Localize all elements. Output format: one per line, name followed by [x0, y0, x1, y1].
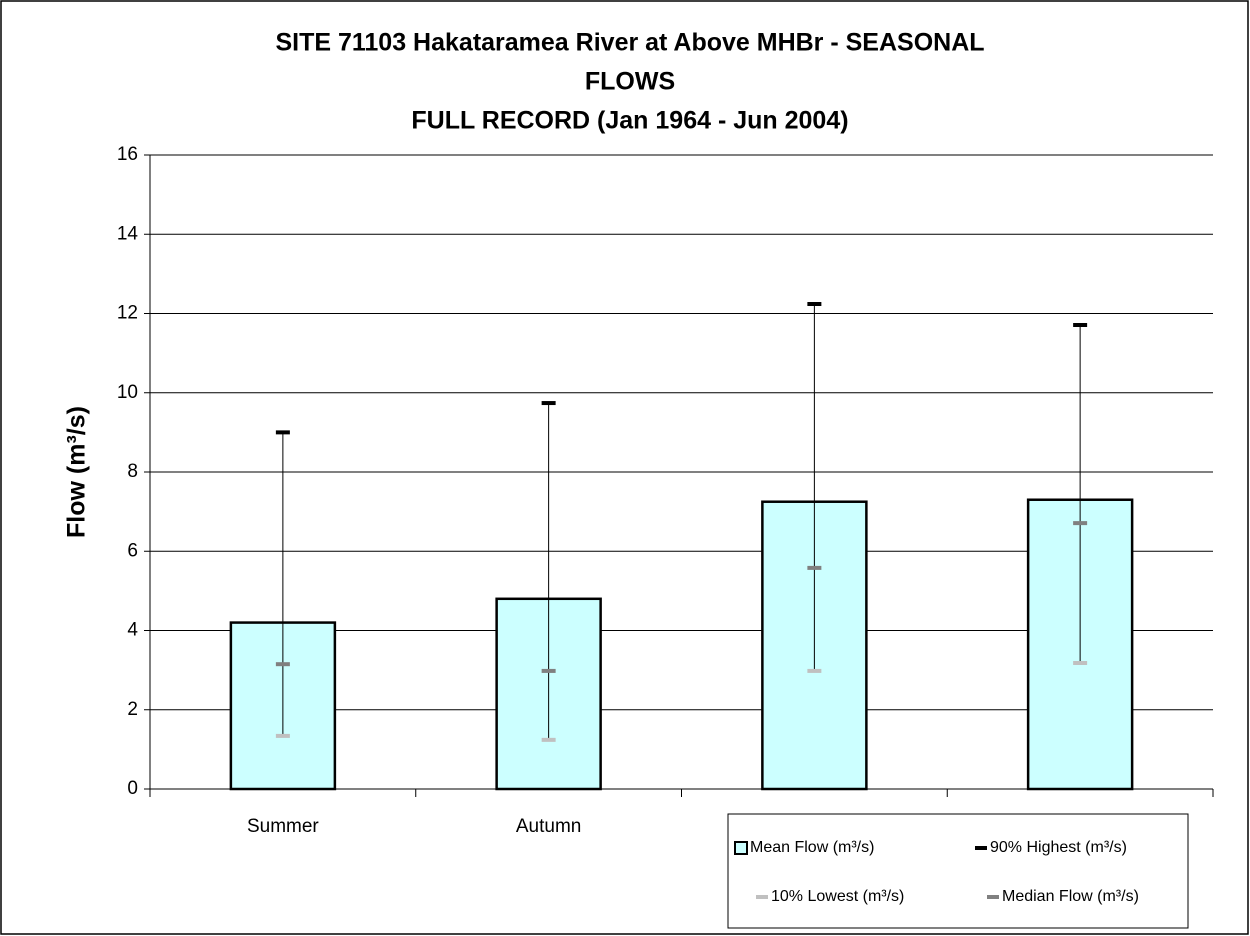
chart-title: FLOWS [585, 68, 675, 96]
y-tick-label: 2 [127, 699, 138, 720]
x-tick-label: Autumn [516, 816, 581, 837]
legend-label: Median Flow (m³/s) [1002, 888, 1139, 905]
y-tick-label: 16 [117, 144, 138, 165]
y-tick-label: 14 [117, 223, 139, 244]
legend-label: 90% Highest (m³/s) [990, 839, 1127, 856]
legend-swatch [734, 841, 748, 855]
y-tick-label: 6 [127, 540, 138, 561]
chart-title: FULL RECORD (Jan 1964 - Jun 2004) [411, 107, 848, 135]
legend-label: Mean Flow (m³/s) [750, 839, 874, 856]
chart-title: SITE 71103 Hakataramea River at Above MH… [275, 29, 984, 57]
y-tick-label: 8 [127, 461, 138, 482]
y-tick-label: 0 [127, 778, 138, 799]
y-axis-label: Flow (m³/s) [63, 406, 91, 538]
legend [727, 813, 1189, 929]
legend-label: 10% Lowest (m³/s) [771, 888, 904, 905]
y-tick-label: 4 [127, 620, 138, 641]
x-tick-label: Summer [247, 816, 319, 837]
y-tick-label: 12 [117, 303, 138, 324]
y-tick-label: 10 [117, 382, 138, 403]
